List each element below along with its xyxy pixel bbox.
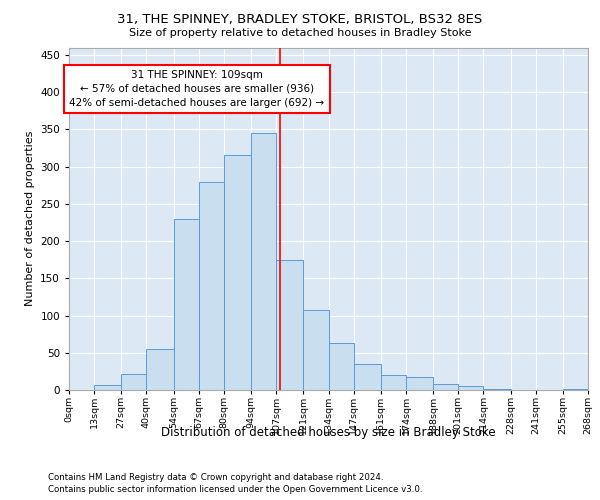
Bar (94, 385, 121, 390)
Bar (199, 182, 224, 390)
Text: 31 THE SPINNEY: 109sqm
← 57% of detached houses are smaller (936)
42% of semi-de: 31 THE SPINNEY: 109sqm ← 57% of detached… (69, 70, 325, 108)
Text: Contains public sector information licensed under the Open Government Licence v3: Contains public sector information licen… (48, 485, 422, 494)
Bar (433, 384, 458, 390)
Text: Size of property relative to detached houses in Bradley Stoke: Size of property relative to detached ho… (129, 28, 471, 38)
Bar (353, 364, 381, 390)
Bar (329, 343, 353, 390)
Bar (224, 156, 251, 390)
Bar (276, 260, 304, 390)
Bar (251, 133, 276, 390)
Bar (484, 388, 511, 390)
Bar (406, 376, 433, 390)
Text: Contains HM Land Registry data © Crown copyright and database right 2024.: Contains HM Land Registry data © Crown c… (48, 474, 383, 482)
Bar (458, 386, 484, 390)
Bar (381, 375, 406, 390)
Text: 31, THE SPINNEY, BRADLEY STOKE, BRISTOL, BS32 8ES: 31, THE SPINNEY, BRADLEY STOKE, BRISTOL,… (118, 12, 482, 26)
Bar (121, 374, 146, 390)
Text: Distribution of detached houses by size in Bradley Stoke: Distribution of detached houses by size … (161, 426, 496, 439)
Bar (173, 219, 199, 390)
Bar (146, 349, 173, 390)
Y-axis label: Number of detached properties: Number of detached properties (25, 131, 35, 306)
Bar (304, 310, 329, 390)
Bar (563, 388, 588, 390)
